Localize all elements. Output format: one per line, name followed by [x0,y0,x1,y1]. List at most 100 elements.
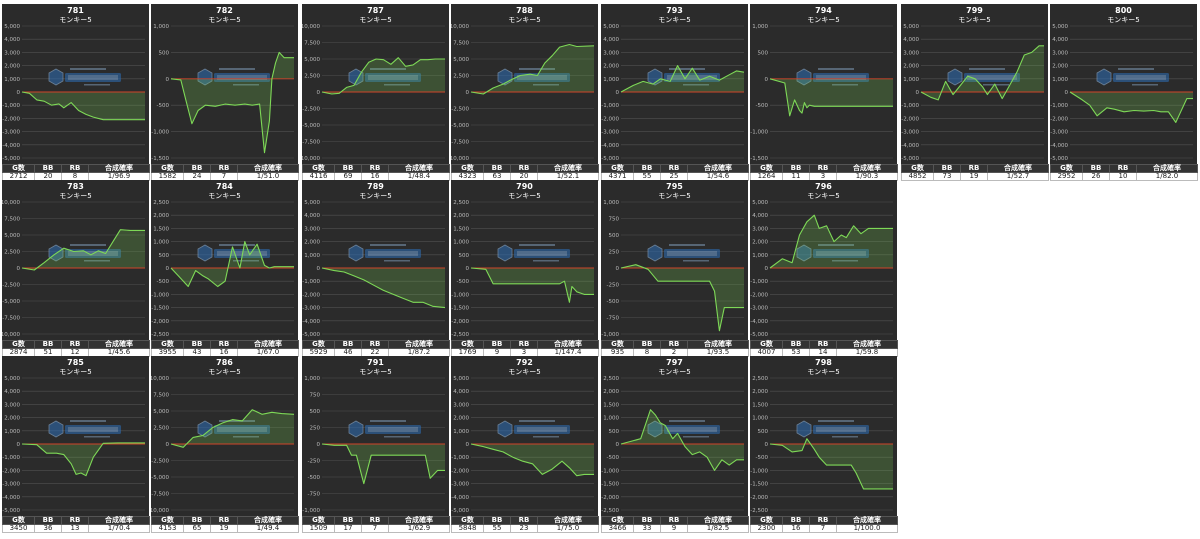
stats-table: G数 BB RB 合成確率 3466 33 9 1/82.5 [601,516,749,533]
y-tick-label: 500 [310,409,321,415]
y-tick-label: -750 [607,316,620,322]
games-count: 4153 [151,524,184,533]
y-tick-label: 0 [17,442,21,448]
chart-panel: 788 モンキー5 10,000 7,500 5,000 2,500 0 -2,500 -5,0… [451,4,599,181]
stats-table: G数 BB RB 合成確率 1582 24 7 1/51.0 [151,164,299,181]
stats-table: G数 BB RB 合成確率 4371 55 25 1/54.6 [601,164,749,181]
chart-title: 781 [67,6,84,15]
chart-subtitle: モンキー5 [658,368,690,376]
y-tick-label: -500 [157,279,170,285]
chart-subtitle: モンキー5 [508,192,540,200]
y-tick-label: 7,500 [304,41,320,47]
y-tick-label: -5,000 [1050,156,1068,162]
y-tick-label: 1,000 [1052,77,1068,83]
y-tick-label: 1,000 [4,429,20,435]
y-tick-label: -4,000 [901,143,919,149]
y-tick-label: -10,000 [302,156,320,162]
y-tick-label: 0 [317,442,321,448]
stats-table: G数 BB RB 合成確率 2300 16 7 1/100.0 [750,516,898,533]
y-tick-label: 2,000 [752,240,768,246]
y-tick-label: 2,000 [1052,64,1068,70]
y-tick-label: -4,000 [750,319,768,325]
chart-area: 781 モンキー5 5,000 4,000 3,000 2,000 1,000 0 -1,000… [2,4,149,164]
y-tick-label: -250 [607,283,620,289]
y-tick-label: -1,000 [601,468,619,474]
chart-subtitle: モンキー5 [807,192,839,200]
stats-table: G数 BB RB 合成確率 3450 36 13 1/70.4 [2,516,150,533]
y-tick-label: 2,500 [453,74,469,80]
watermark-logo [348,68,421,86]
y-tick-label: 1,000 [603,200,619,206]
y-tick-label: 1,000 [4,77,20,83]
series-area-fill [621,264,744,331]
series-line [21,442,145,477]
y-tick-label: -4,000 [601,143,619,149]
rb-count: 7 [809,524,837,533]
y-tick-label: -5,000 [901,156,919,162]
chart-subtitle: モンキー5 [208,192,240,200]
y-tick-label: -5,000 [2,299,20,305]
chart-area: 784 モンキー5 2,500 2,000 1,500 1,000 500 0 -500 -1,0… [151,180,298,340]
watermark-logo [947,68,1020,86]
y-tick-label: -3,000 [2,482,20,488]
y-tick-label: -750 [308,492,321,498]
chart-title: 785 [67,358,84,367]
watermark-logo [197,244,270,262]
series-line [170,409,295,448]
chart-panel: 792 モンキー5 5,000 4,000 3,000 2,000 1,000 0 -1,000… [451,356,599,533]
y-tick-label: -5,000 [302,332,320,338]
y-tick-label: -2,500 [750,508,768,514]
y-tick-label: 4,000 [603,37,619,43]
chart-panel: 794 モンキー5 1,000 500 0 -500 -1,000 -1,500 G数 BB RB 合… [750,4,898,181]
y-tick-label: 500 [758,50,769,56]
series-area-fill [22,442,145,476]
chart-title: 783 [67,182,84,191]
y-tick-label: 250 [310,426,321,432]
chart-title: 800 [1115,6,1132,15]
y-tick-label: 4,000 [1052,37,1068,43]
y-tick-label: -5,000 [2,508,20,514]
chart-subtitle: モンキー5 [359,16,391,24]
y-tick-label: 2,500 [603,376,619,382]
y-tick-label: 3,000 [4,50,20,56]
chart-area: 791 モンキー5 1,000 750 500 250 0 -250 -500 -750 -1,00… [302,356,449,516]
chart-area: 795 モンキー5 1,000 750 500 250 0 -250 -500 -750 -1,00… [601,180,748,340]
y-tick-label: 500 [758,429,769,435]
chart-title: 798 [815,358,832,367]
y-tick-label: 4,000 [453,389,469,395]
chart-subtitle: モンキー5 [208,368,240,376]
chart-subtitle: モンキー5 [508,16,540,24]
y-tick-label: -500 [457,279,470,285]
chart-panel: 783 モンキー5 10,000 7,500 5,000 2,500 0 -2,500 -5,0… [2,180,150,357]
chart-title: 788 [516,6,533,15]
chart-panel: 781 モンキー5 5,000 4,000 3,000 2,000 1,000 0 -1,000… [2,4,150,181]
series-line [620,409,744,471]
chart-area: 786 モンキー5 10,000 7,500 5,000 2,500 0 -2,500 -5,0… [151,356,298,516]
y-tick-label: -2,000 [151,319,169,325]
chart-area: 789 モンキー5 5,000 4,000 3,000 2,000 1,000 0 -1,000… [302,180,449,340]
stats-table: G数 BB RB 合成確率 4116 69 16 1/48.4 [302,164,450,181]
y-tick-label: -3,000 [901,130,919,136]
y-tick-label: 10,000 [151,376,169,382]
y-tick-label: 0 [166,442,170,448]
y-tick-label: -1,000 [901,103,919,109]
series-area-fill [921,45,1044,100]
y-tick-label: 1,000 [603,416,619,422]
y-tick-label: -1,000 [151,130,169,136]
chart-subtitle: モンキー5 [59,16,91,24]
watermark-logo [48,420,121,438]
stats-table: G数 BB RB 合成確率 1264 11 3 1/90.3 [750,164,898,181]
watermark-logo [796,244,869,262]
chart-title: 784 [216,182,233,191]
chart-area: 796 モンキー5 5,000 4,000 3,000 2,000 1,000 0 -1,000… [750,180,897,340]
watermark-logo [197,420,270,438]
y-tick-label: -4,000 [1050,143,1068,149]
chart-area: 788 モンキー5 10,000 7,500 5,000 2,500 0 -2,500 -5,0… [451,4,598,164]
y-tick-label: -3,000 [1050,130,1068,136]
series-area-fill [770,215,893,268]
rb-count: 19 [210,524,238,533]
